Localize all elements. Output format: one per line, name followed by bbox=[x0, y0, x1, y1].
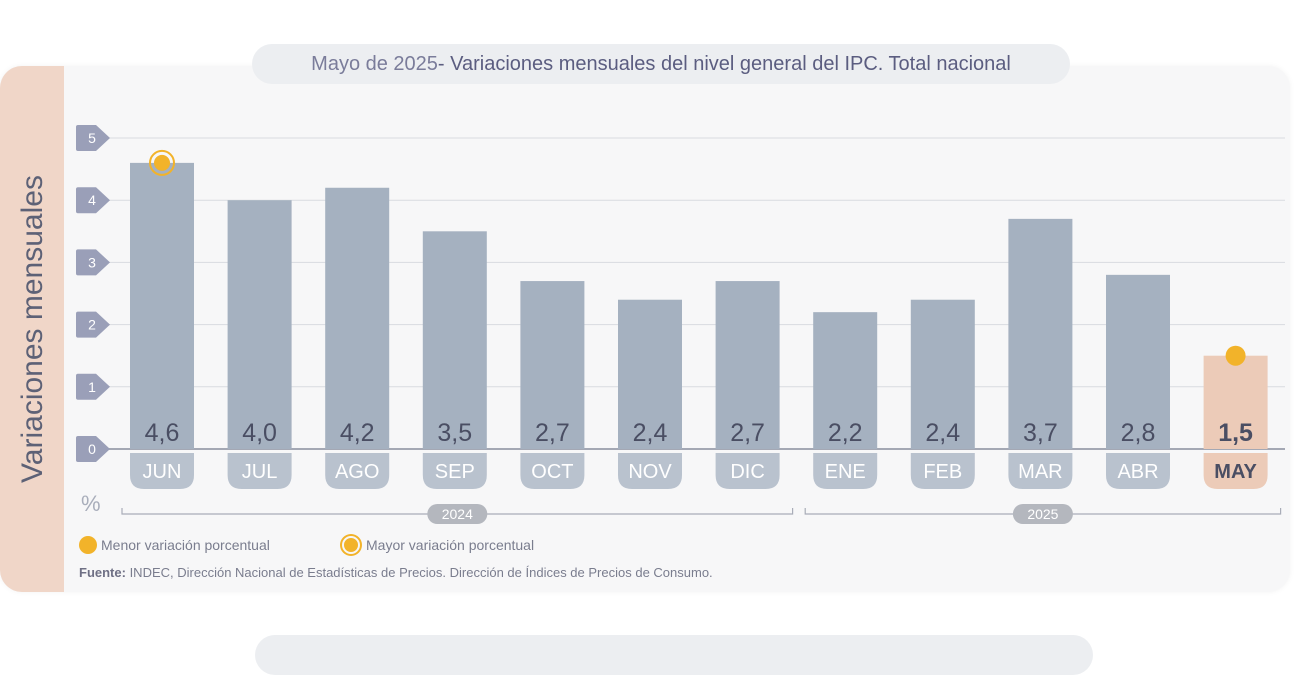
y-tick-marker bbox=[76, 311, 110, 338]
data-label: 3,7 bbox=[1023, 419, 1058, 447]
data-label: 2,7 bbox=[730, 419, 765, 447]
x-tick-label: OCT bbox=[531, 461, 573, 483]
max-marker bbox=[154, 154, 170, 171]
next-section-pill bbox=[255, 635, 1093, 675]
y-tick-marker bbox=[76, 187, 110, 214]
chart-title-main: - Variaciones mensuales del nivel genera… bbox=[437, 52, 1011, 75]
bar bbox=[325, 187, 390, 449]
chart-title: Mayo de 2025 - Variaciones mensuales del… bbox=[252, 44, 1070, 84]
y-tick-marker bbox=[76, 249, 110, 276]
legend-max-label: Mayor variación porcentual bbox=[366, 537, 535, 553]
y-tick-marker bbox=[76, 125, 110, 151]
source-text: INDEC, Dirección Nacional de Estadística… bbox=[125, 565, 713, 580]
y-tick-label: 2 bbox=[88, 317, 96, 333]
legend-max-marker bbox=[342, 536, 360, 554]
data-label: 2,2 bbox=[828, 419, 863, 447]
x-tick-label: FEB bbox=[923, 461, 962, 483]
x-tick-label: MAY bbox=[1214, 461, 1257, 483]
category-pill bbox=[130, 453, 194, 489]
legend-max: Mayor variación porcentual bbox=[340, 536, 534, 554]
bar bbox=[1203, 355, 1268, 449]
legend-min: Menor variación porcentual bbox=[79, 536, 270, 554]
bar bbox=[1106, 274, 1170, 449]
data-label: 4,6 bbox=[145, 419, 180, 447]
category-pill bbox=[715, 453, 780, 489]
data-label: 1,5 bbox=[1218, 419, 1253, 447]
data-label: 2,7 bbox=[535, 419, 570, 447]
y-tick-marker bbox=[76, 373, 110, 400]
side-band: Variaciones mensuales bbox=[0, 66, 64, 592]
bar bbox=[130, 162, 194, 449]
source-label: Fuente: bbox=[79, 565, 126, 580]
bar bbox=[618, 299, 682, 449]
category-pill bbox=[813, 453, 878, 489]
bar bbox=[422, 231, 487, 449]
category-pill bbox=[1008, 453, 1073, 489]
year-pill bbox=[427, 504, 488, 524]
category-pill bbox=[325, 453, 390, 489]
source-note: Fuente: INDEC, Dirección Nacional de Est… bbox=[79, 565, 713, 580]
category-pill bbox=[520, 453, 585, 489]
y-tick-marker bbox=[76, 436, 110, 462]
year-label: 2024 bbox=[442, 506, 473, 522]
y-tick-label: 5 bbox=[88, 130, 96, 146]
max-marker-ring bbox=[149, 149, 175, 176]
y-tick-label: 4 bbox=[88, 192, 96, 208]
data-label: 2,4 bbox=[925, 419, 960, 447]
bar bbox=[520, 281, 585, 449]
legend-min-marker bbox=[79, 536, 97, 554]
x-tick-label: SEP bbox=[435, 461, 475, 483]
data-label: 2,8 bbox=[1121, 419, 1156, 447]
x-tick-label: JUL bbox=[242, 461, 278, 483]
legend-min-label: Menor variación porcentual bbox=[101, 537, 270, 553]
y-tick-label: 1 bbox=[88, 379, 96, 395]
bar bbox=[715, 281, 780, 449]
bar-chart: 0 1 2 3 4 5 4,6 4,0 4,2 3,5 2,7 2,4 2,7 2,2 2,4 3,7 2,8 1… bbox=[76, 125, 1285, 524]
y-tick-label: 3 bbox=[88, 254, 96, 270]
bar bbox=[1008, 218, 1073, 449]
category-pill bbox=[227, 453, 292, 489]
category-pill bbox=[1106, 453, 1170, 489]
data-label: 4,2 bbox=[340, 419, 375, 447]
bar bbox=[813, 312, 878, 449]
x-tick-label: AGO bbox=[335, 461, 379, 483]
data-label: 3,5 bbox=[437, 419, 472, 447]
data-label: 4,0 bbox=[242, 419, 277, 447]
category-pill bbox=[910, 453, 975, 489]
x-tick-label: DIC bbox=[730, 461, 764, 483]
year-label: 2025 bbox=[1027, 506, 1058, 522]
x-tick-label: MAR bbox=[1018, 461, 1062, 483]
x-tick-label: JUN bbox=[143, 461, 182, 483]
chart-title-date: Mayo de 2025 bbox=[311, 52, 438, 75]
bar bbox=[910, 299, 975, 449]
y-tick-label: 0 bbox=[88, 441, 96, 457]
min-marker bbox=[1225, 345, 1246, 366]
x-tick-label: ENE bbox=[825, 461, 866, 483]
data-label: 2,4 bbox=[633, 419, 668, 447]
category-pill bbox=[1203, 453, 1268, 489]
unit-label: % bbox=[81, 491, 101, 516]
category-pill bbox=[618, 453, 682, 489]
x-tick-label: NOV bbox=[628, 461, 672, 483]
year-pill bbox=[1012, 504, 1073, 524]
bar bbox=[227, 200, 292, 449]
x-tick-label: ABR bbox=[1117, 461, 1158, 483]
category-pill bbox=[422, 453, 487, 489]
